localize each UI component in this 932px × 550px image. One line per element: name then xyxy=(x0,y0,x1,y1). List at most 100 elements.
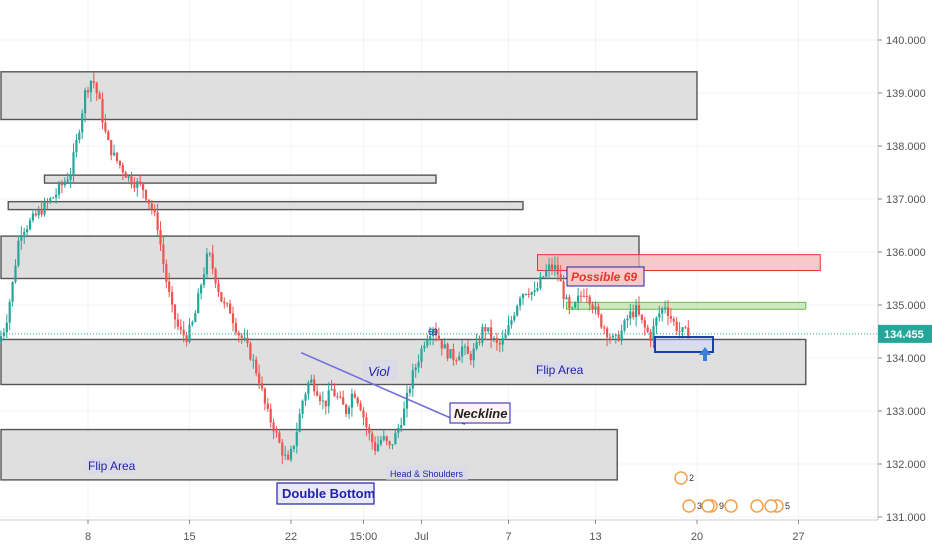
candle-body xyxy=(640,314,643,321)
candle-body xyxy=(226,303,229,305)
overlays: Viol Neckline Flip Area Flip Area Head & Sho… xyxy=(0,266,878,513)
candle-body xyxy=(490,327,493,339)
candle-body xyxy=(429,336,432,340)
candle-body xyxy=(655,317,658,326)
event-badge-icon xyxy=(701,499,715,513)
candle-body xyxy=(266,403,269,409)
candle-body xyxy=(469,353,472,361)
candle-body xyxy=(249,343,252,360)
candle-body xyxy=(95,82,98,94)
candle-body xyxy=(594,306,597,310)
candle-body xyxy=(400,425,403,428)
candle-body xyxy=(637,305,641,315)
candle-body xyxy=(484,326,487,332)
candle-body xyxy=(133,184,136,188)
candle-body xyxy=(104,122,107,132)
candle-body xyxy=(579,295,583,297)
candle-body xyxy=(426,339,429,346)
double-bottom-box xyxy=(276,482,375,505)
candle-body xyxy=(214,268,217,284)
candle-body xyxy=(359,403,362,411)
candle-body xyxy=(205,253,208,275)
candle-body xyxy=(353,393,356,398)
neckline-trendline xyxy=(300,351,466,425)
candle-body xyxy=(672,318,675,322)
candle-body xyxy=(420,348,423,362)
event-badge-icon xyxy=(674,471,688,485)
candle-body xyxy=(284,454,287,456)
candle-body xyxy=(513,315,516,321)
candle-body xyxy=(649,331,652,341)
candle-body xyxy=(374,442,377,451)
candle-body xyxy=(113,152,116,156)
candle-body xyxy=(69,175,72,180)
candle-body xyxy=(246,337,249,344)
candle-body xyxy=(664,307,667,309)
candle-body xyxy=(571,307,574,309)
candle-body xyxy=(197,293,200,314)
candle-body xyxy=(298,413,301,432)
candle-body xyxy=(533,290,536,293)
selection-box xyxy=(654,336,714,353)
candle-body xyxy=(49,198,52,203)
candle-body xyxy=(524,293,527,295)
candle-body xyxy=(28,220,32,230)
candle-body xyxy=(115,152,119,161)
candle-body xyxy=(504,334,507,339)
candle-body xyxy=(153,209,156,213)
candle-body xyxy=(86,90,90,93)
neckline-label: Neckline xyxy=(454,406,507,421)
candle-body xyxy=(330,388,333,391)
current-price-tag xyxy=(878,324,932,343)
candle-body xyxy=(321,400,324,402)
candle-body xyxy=(220,292,223,302)
event-badge-count: 5 xyxy=(785,501,790,511)
neckline-box xyxy=(449,402,511,424)
candle-body xyxy=(318,395,322,401)
candle-body xyxy=(281,442,284,456)
candle-body xyxy=(98,93,101,99)
candle-body xyxy=(173,304,177,320)
candle-body xyxy=(350,393,353,408)
candle-body xyxy=(46,201,49,203)
candle-body xyxy=(342,397,345,405)
support-zone xyxy=(566,301,807,310)
flip-area-right-label: Flip Area xyxy=(536,363,584,377)
candle-body xyxy=(11,281,14,302)
candle-body xyxy=(434,329,438,336)
candle-body xyxy=(136,181,139,188)
candle-body xyxy=(545,270,548,277)
candle-body xyxy=(440,340,443,349)
candle-body xyxy=(5,322,8,333)
candle-body xyxy=(347,407,351,414)
candle-body xyxy=(72,152,75,176)
candle-body xyxy=(577,295,580,303)
head-shoulders-label: Head & Shoulders xyxy=(390,469,464,479)
candles xyxy=(0,72,690,465)
candle-body xyxy=(118,160,121,166)
zone-flip-upper xyxy=(0,338,807,386)
candle-body xyxy=(165,264,168,282)
candle-body xyxy=(301,400,304,414)
candle-body xyxy=(260,383,264,389)
candle-body xyxy=(147,199,150,204)
candle-body xyxy=(255,359,258,374)
candle-body xyxy=(237,332,240,336)
candle-body xyxy=(562,281,565,300)
candle-body xyxy=(379,439,382,445)
candle-body xyxy=(63,181,66,186)
head-shoulders-bg xyxy=(386,466,468,480)
candle-body xyxy=(687,327,690,340)
candle-body xyxy=(585,295,588,297)
candle-body xyxy=(498,342,501,345)
candle-body xyxy=(107,131,110,141)
candle-body xyxy=(124,172,127,178)
flip-area-left-label: Flip Area xyxy=(88,459,136,473)
candle-body xyxy=(611,335,614,338)
candle-body xyxy=(527,293,530,295)
candle-body xyxy=(405,392,409,409)
candle-body xyxy=(310,379,313,383)
candle-body xyxy=(391,444,394,446)
